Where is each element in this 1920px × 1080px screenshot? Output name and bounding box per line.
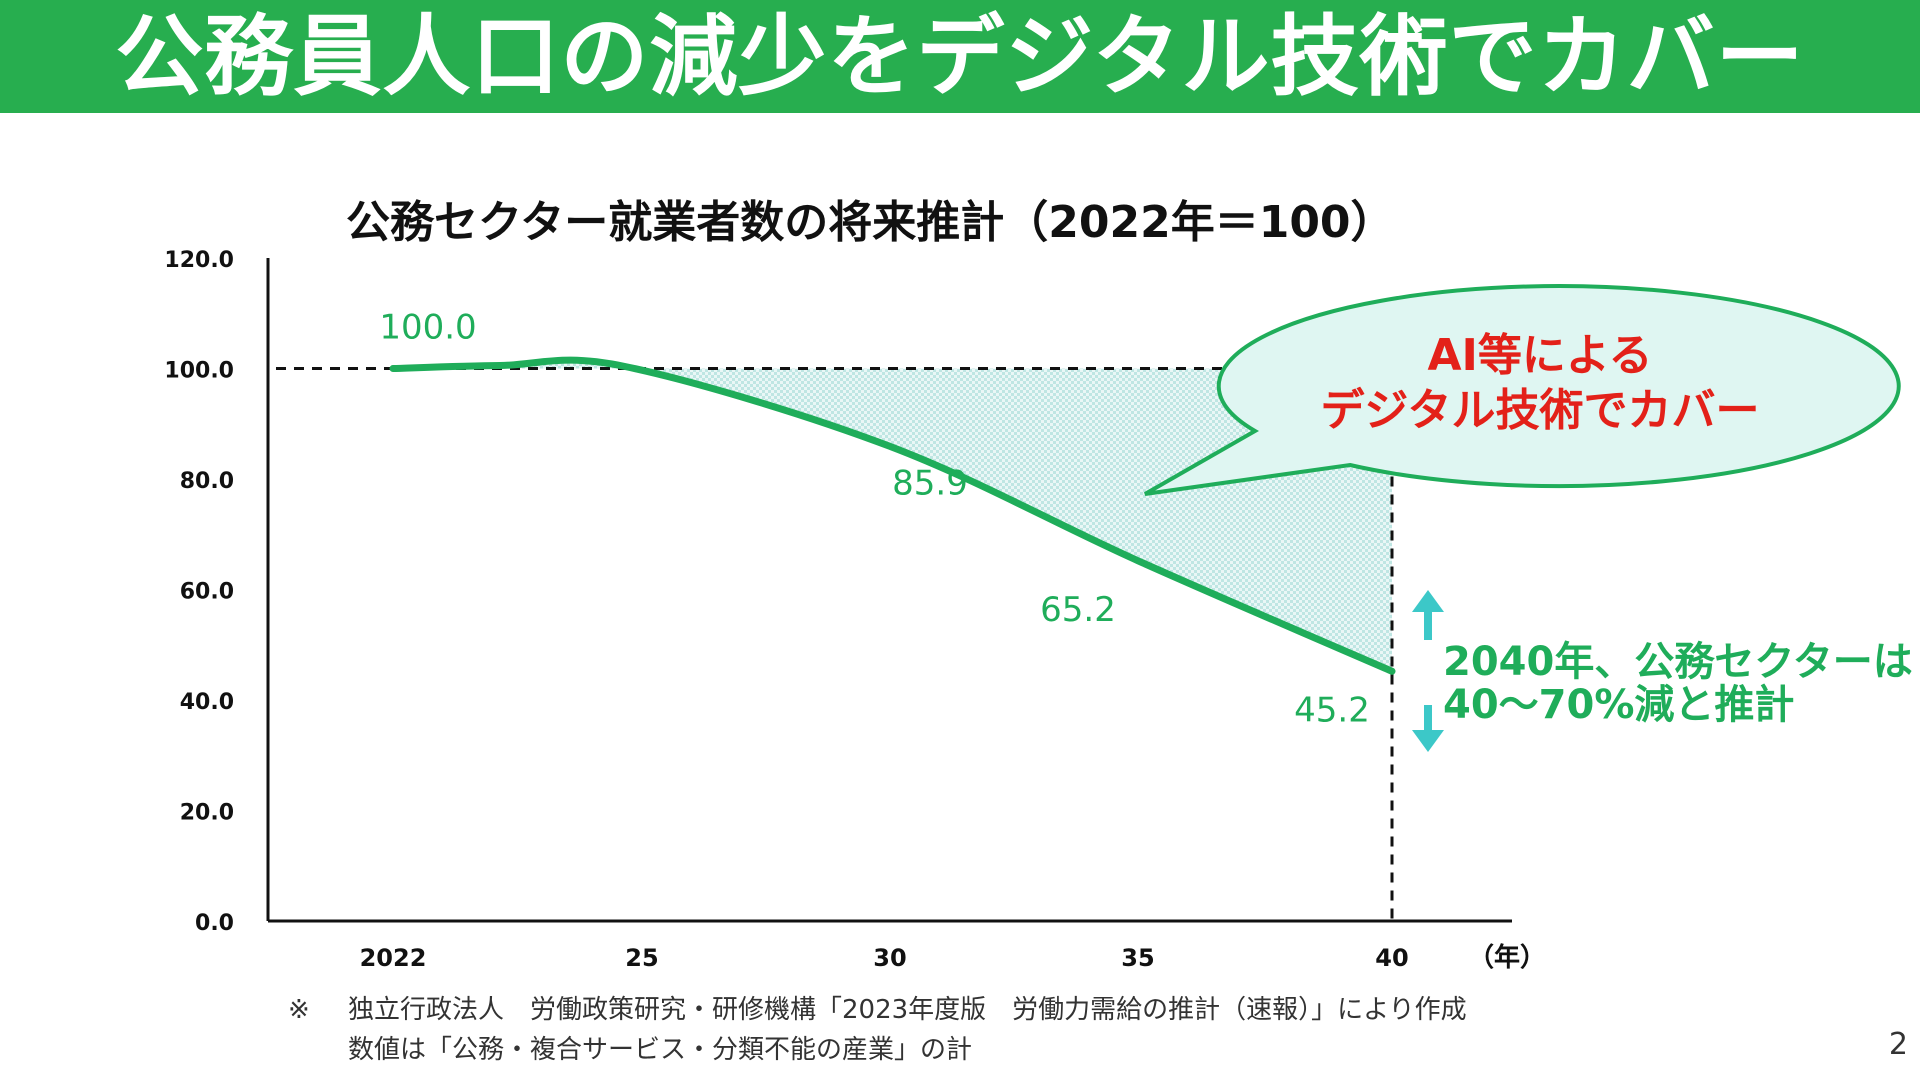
x-tick-label: 30 [873,944,906,972]
callout-text-line2: デジタル技術でカバー [1320,385,1759,436]
chart-title: 公務セクター就業者数の将来推計（2022年＝100） [346,197,1395,248]
data-label: 65.2 [1040,590,1116,630]
data-label: 85.9 [892,463,968,503]
gap-shaded-area [393,360,1392,672]
annotation-text-line2: 40～70%減と推計 [1443,682,1794,728]
y-tick-label: 80.0 [180,469,234,494]
y-tick-label: 0.0 [195,911,234,936]
decline-arrow [1412,590,1444,752]
y-tick-label: 100.0 [164,359,234,384]
x-tick-label: 40 [1375,944,1408,972]
callout-text-line1: AI等による [1427,330,1652,381]
annotation-text-line1: 2040年、公務セクターは [1443,639,1913,685]
x-tick-label: 2022 [360,944,427,972]
callout-bubble-shape [1144,284,1901,496]
page-number: 2 [1888,1027,1908,1062]
footnote-mark: ※ [288,995,310,1025]
data-label: 45.2 [1294,690,1370,730]
y-tick-label: 120.0 [164,248,234,273]
y-tick-label: 20.0 [180,801,234,826]
x-axis-unit: （年） [1468,942,1546,973]
page-title: 公務員人口の減少をデジタル技術でカバー [115,5,1805,108]
footnote-line2: 数値は「公務・複合サービス・分類不能の産業」の計 [348,1035,973,1065]
series-line [389,356,1396,675]
callout-bubble: AI等による デジタル技術でカバー [1144,284,1901,496]
header-bar: 公務員人口の減少をデジタル技術でカバー [0,0,1920,113]
x-tick-label: 25 [625,944,658,972]
y-tick-label: 60.0 [180,580,234,605]
footnote: ※ 独立行政法人 労働政策研究・研修機構「2023年度版 労働力需給の推計（速報）… [288,990,1588,1070]
data-label: 100.0 [379,308,476,348]
y-tick-label: 40.0 [180,690,234,715]
x-tick-label: 35 [1121,944,1154,972]
footnote-line1: 独立行政法人 労働政策研究・研修機構「2023年度版 労働力需給の推計（速報）」… [348,995,1467,1025]
